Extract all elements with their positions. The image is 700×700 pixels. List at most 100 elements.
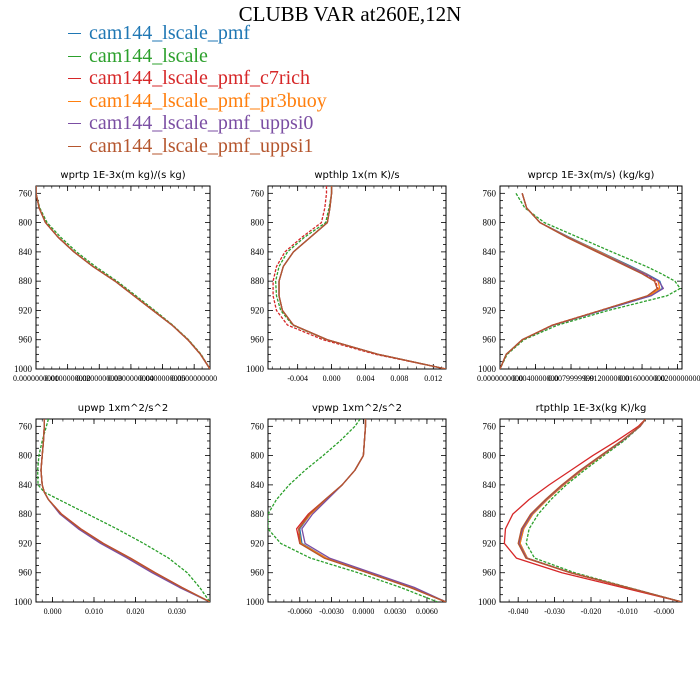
series-line (525, 419, 682, 602)
y-tick-label: 880 (19, 276, 33, 286)
y-tick-label: 960 (483, 568, 497, 578)
series-line (518, 419, 682, 602)
x-tick-label: 0.0300000000 (108, 374, 154, 383)
legend-swatch (68, 55, 81, 57)
y-tick-label: 840 (19, 480, 33, 490)
legend-swatch (68, 33, 81, 34)
y-tick-label: 880 (251, 276, 265, 286)
y-tick-label: 960 (483, 335, 497, 345)
legend-label: cam144_lscale_pmf_pr3buoy (89, 89, 327, 112)
y-tick-label: 920 (483, 305, 497, 315)
legend-label: cam144_lscale_pmf_uppsi0 (89, 112, 314, 134)
y-tick-label: 880 (19, 509, 33, 519)
series-line (503, 419, 682, 602)
series-line (40, 419, 210, 602)
series-group (500, 192, 681, 369)
chart-panel: rtpthlp 1E-3x(kg K)/kg 760 800 840 880 920 960… (478, 403, 683, 616)
series-line (278, 186, 446, 369)
series-line (36, 186, 210, 369)
x-tick-label: 0.0000 (352, 607, 374, 616)
series-line (278, 186, 446, 369)
x-tick-label: 0.004 (356, 374, 374, 383)
series-line (36, 186, 210, 369)
y-tick-label: 840 (483, 247, 497, 257)
legend-label: cam144_lscale_pmf_uppsi1 (89, 134, 314, 157)
y-tick-label: 880 (483, 276, 497, 286)
y-tick-label: 840 (251, 247, 265, 257)
x-tick-label: 0.0120000000 (584, 374, 630, 383)
x-tick-label: -0.0060 (287, 607, 312, 616)
y-tick-label: 1000 (14, 597, 33, 607)
y-tick-label: 760 (483, 421, 497, 431)
panel-title: wprcp 1E-3x(m/s) (kg/kg) (528, 170, 655, 181)
panel-title: upwp 1xm^2/s^2 (78, 403, 168, 414)
x-tick-label: -0.020 (581, 607, 602, 616)
series-line (519, 419, 682, 602)
panel-title: wpthlp 1x(m K)/s (314, 170, 399, 181)
y-tick-label: 920 (19, 305, 33, 315)
x-tick-label: -0.040 (508, 607, 529, 616)
plot-frame (35, 185, 211, 370)
y-tick-label: 920 (251, 538, 265, 548)
series-line (278, 186, 446, 369)
x-tick-label: 0.008 (390, 374, 408, 383)
chart-panel: wpthlp 1x(m K)/s 760 800 840 880 920 960 1000 -0… (246, 170, 447, 383)
y-tick-label: 760 (19, 188, 33, 198)
x-tick-label: -0.0030 (319, 607, 344, 616)
legend-label: cam144_lscale_pmf (89, 22, 251, 44)
series-line (298, 419, 446, 602)
legend-swatch (68, 123, 81, 124)
x-tick-label: 0.0040000000 (513, 374, 559, 383)
series-group (36, 186, 210, 369)
x-tick-label: 0.020 (126, 607, 144, 616)
x-tick-label: 0.0000000000 (477, 374, 523, 383)
series-line (274, 186, 446, 369)
series-line (278, 186, 446, 369)
x-tick-label: 0.0500000000 (171, 374, 217, 383)
x-tick-label: 0.0100000000 (45, 374, 91, 383)
chart-panel: wprcp 1E-3x(m/s) (kg/kg) 760 800 840 880 920 9… (477, 170, 700, 383)
legend-swatch (68, 145, 81, 147)
legend-swatch (68, 100, 81, 102)
series-group (503, 419, 682, 602)
y-tick-label: 840 (19, 247, 33, 257)
x-tick-label: 0.0400000000 (140, 374, 186, 383)
x-tick-label: 0.0160000000 (619, 374, 665, 383)
series-line (268, 419, 438, 602)
series-line (40, 419, 210, 602)
series-line (37, 419, 210, 602)
series-line (40, 419, 210, 602)
x-tick-label: 0.0200000000 (76, 374, 122, 383)
y-tick-label: 800 (483, 451, 497, 461)
x-tick-label: -0.010 (617, 607, 638, 616)
x-tick-label: 0.0079999999 (548, 374, 594, 383)
x-tick-label: 0.000 (44, 607, 62, 616)
legend-label: cam144_lscale (89, 44, 208, 67)
y-tick-label: 760 (19, 421, 33, 431)
y-tick-label: 840 (251, 480, 265, 490)
y-tick-label: 800 (251, 451, 265, 461)
y-tick-label: 1000 (478, 364, 497, 374)
y-tick-label: 960 (251, 568, 265, 578)
legend-label: cam144_lscale_pmf_c7rich (89, 67, 311, 89)
y-tick-label: 960 (251, 335, 265, 345)
y-tick-label: 800 (251, 218, 265, 228)
series-line (500, 193, 658, 369)
series-line (272, 186, 446, 369)
x-tick-label: -0.030 (544, 607, 565, 616)
y-tick-label: 960 (19, 335, 33, 345)
plot-frame (499, 185, 683, 370)
panel-title: rtpthlp 1E-3x(kg K)/kg (536, 403, 647, 414)
chart-panel: wprtp 1E-3x(m kg)/(s kg) 760 800 840 880 920 9… (13, 170, 217, 383)
y-tick-label: 920 (19, 538, 33, 548)
series-line (500, 193, 665, 369)
x-tick-label: 0.010 (85, 607, 103, 616)
y-tick-label: 760 (483, 188, 497, 198)
series-line (500, 193, 661, 369)
x-tick-label: 0.000 (323, 374, 341, 383)
plot-frame (499, 418, 683, 603)
x-tick-label: -0.004 (287, 374, 308, 383)
series-line (500, 193, 664, 369)
x-tick-label: 0.012 (424, 374, 442, 383)
series-line (40, 419, 210, 602)
